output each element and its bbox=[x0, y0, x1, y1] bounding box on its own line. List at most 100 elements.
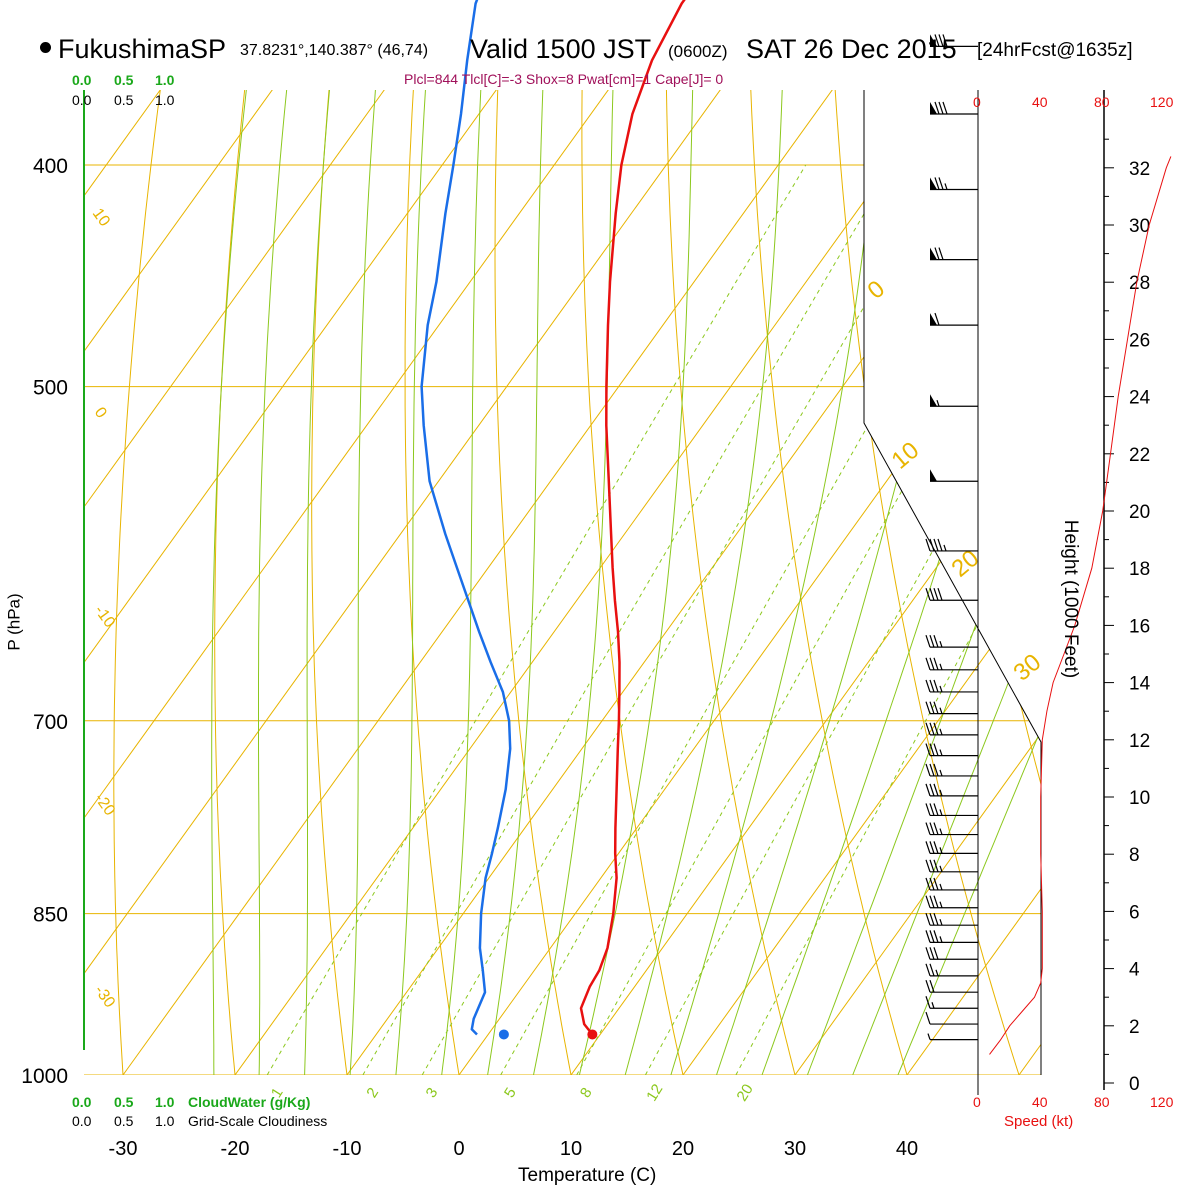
moist-adiabat-line bbox=[482, 90, 575, 1075]
wind-barb-full bbox=[933, 783, 939, 797]
dry-adiabat-line bbox=[113, 90, 233, 1075]
wind-barb-pennant bbox=[930, 177, 937, 190]
zulu-time: (0600Z) bbox=[668, 42, 728, 61]
wind-barb-full bbox=[929, 722, 935, 736]
wind-barb-full bbox=[929, 979, 935, 993]
dry-adiabat-line bbox=[825, 90, 1030, 1075]
mixing-ratio-label: 20 bbox=[734, 1081, 757, 1104]
wind-barb-half bbox=[927, 1033, 931, 1040]
wind-barb-half bbox=[939, 828, 943, 835]
temperature-tick-label: 0 bbox=[453, 1138, 464, 1160]
isotherm-line bbox=[549, 90, 1041, 1075]
height-tick-label: 10 bbox=[1129, 788, 1150, 809]
wind-barb-full bbox=[934, 101, 940, 115]
wind-barb bbox=[925, 657, 978, 671]
wind-barb-full bbox=[925, 859, 931, 873]
wind-barb-full bbox=[934, 247, 940, 260]
wind-barb-half bbox=[935, 969, 939, 977]
wind-barb-full bbox=[925, 657, 931, 670]
wind-barb bbox=[925, 722, 978, 736]
wind-barb bbox=[930, 312, 978, 326]
height-tick-label: 18 bbox=[1129, 559, 1150, 580]
isotherm-label: 0 bbox=[91, 404, 110, 421]
dry-adiabat-label: 10 bbox=[887, 437, 925, 475]
dry-adiabat-line bbox=[901, 90, 1041, 1075]
wind-barb-full bbox=[925, 722, 931, 736]
wind-barb bbox=[925, 783, 978, 797]
wind-barb-full bbox=[933, 634, 939, 648]
cloudiness-scale-top-2: 1.0 bbox=[155, 92, 175, 108]
wind-speed-line bbox=[989, 156, 1172, 1055]
wind-barb-full bbox=[934, 34, 940, 47]
temperature-tick-label: -20 bbox=[221, 1138, 250, 1160]
wind-barb-full bbox=[933, 763, 939, 777]
wind-barb-full bbox=[925, 538, 931, 552]
cloud-water-scale-bottom-0: 0.0 bbox=[72, 1094, 92, 1110]
station-marker-icon bbox=[40, 42, 51, 53]
isotherm-line bbox=[84, 90, 696, 1075]
wind-barb-full bbox=[929, 803, 935, 816]
mixing-ratio-label: 2 bbox=[363, 1085, 382, 1101]
speed-tick-bottom-3: 120 bbox=[1150, 1094, 1174, 1110]
wind-barb-full bbox=[925, 679, 931, 693]
wind-barb-full bbox=[938, 101, 944, 115]
speed-axis-label: Speed (kt) bbox=[1004, 1113, 1074, 1130]
speed-tick-bottom-1: 40 bbox=[1032, 1094, 1048, 1110]
isotherm-line bbox=[101, 90, 1041, 1075]
wind-barb-full bbox=[925, 701, 931, 714]
wind-barb bbox=[925, 930, 978, 943]
cloudiness-scale-bottom-2: 1.0 bbox=[155, 1113, 175, 1129]
wind-barb bbox=[925, 913, 978, 926]
height-tick-label: 20 bbox=[1129, 502, 1150, 523]
wind-barbs bbox=[925, 34, 978, 1041]
dry-adiabat-label: 0 bbox=[863, 275, 891, 304]
wind-barb-full bbox=[929, 538, 935, 552]
moist-adiabat-line bbox=[885, 90, 1041, 1075]
stability-indices: Plcl=844 Tlcl[C]=-3 Shox=8 Pwat[cm]=1 Ca… bbox=[404, 71, 724, 87]
wind-barb-full bbox=[925, 895, 931, 908]
pressure-tick-label: 700 bbox=[33, 711, 68, 734]
wind-barb-full bbox=[925, 947, 931, 960]
wind-barb-half bbox=[939, 640, 943, 648]
wind-barb-full bbox=[925, 930, 931, 943]
mixing-ratio-line bbox=[735, 164, 1041, 1075]
wind-barb-full bbox=[925, 783, 931, 797]
dry-adiabat-line bbox=[581, 90, 691, 1075]
wind-barb bbox=[925, 841, 978, 854]
cloud-water-scale-top-1: 0.5 bbox=[114, 72, 134, 88]
wind-barb-half bbox=[939, 685, 943, 693]
wind-barb-full bbox=[937, 588, 943, 601]
wind-barb-full bbox=[933, 701, 939, 714]
isotherm-line bbox=[84, 90, 1032, 1075]
moist-adiabat-line bbox=[527, 90, 638, 1075]
wind-barb bbox=[925, 996, 978, 1009]
wind-barb-full bbox=[925, 743, 931, 756]
wind-barb-full bbox=[925, 996, 931, 1009]
isotherm-label: -10 bbox=[91, 602, 118, 631]
wind-barb-full bbox=[925, 877, 931, 891]
moist-adiabat-line bbox=[258, 90, 347, 1075]
wind-barb bbox=[925, 679, 978, 693]
dry-adiabat-line bbox=[214, 90, 307, 1075]
isotherm-line bbox=[773, 90, 1041, 1075]
mixing-ratio-label: 8 bbox=[577, 1085, 596, 1101]
height-tick-label: 30 bbox=[1129, 216, 1150, 237]
wind-barb-full bbox=[933, 930, 939, 943]
wind-barb-full bbox=[933, 538, 939, 552]
wind-barb-pennant bbox=[930, 247, 937, 260]
wind-barb-full bbox=[934, 312, 940, 326]
wind-barb-half bbox=[939, 728, 943, 736]
valid-date: SAT 26 Dec 2015 bbox=[746, 34, 957, 64]
wind-barb-pennant bbox=[930, 102, 937, 114]
wind-barb-half bbox=[939, 749, 943, 756]
speed-tick-top-1: 40 bbox=[1032, 94, 1048, 110]
speed-tick-bottom-2: 80 bbox=[1094, 1094, 1110, 1110]
dry-adiabat-line bbox=[0, 0, 8, 1104]
wind-barb-full bbox=[934, 177, 940, 190]
wind-barb-full bbox=[929, 763, 935, 777]
dry-adiabat-label: 30 bbox=[1009, 649, 1047, 687]
wind-barb-full bbox=[942, 34, 948, 47]
wind-barb-full bbox=[929, 634, 935, 648]
wind-barb-full bbox=[937, 538, 943, 552]
height-axis-title: Height (1000 Feet) bbox=[1060, 519, 1081, 679]
